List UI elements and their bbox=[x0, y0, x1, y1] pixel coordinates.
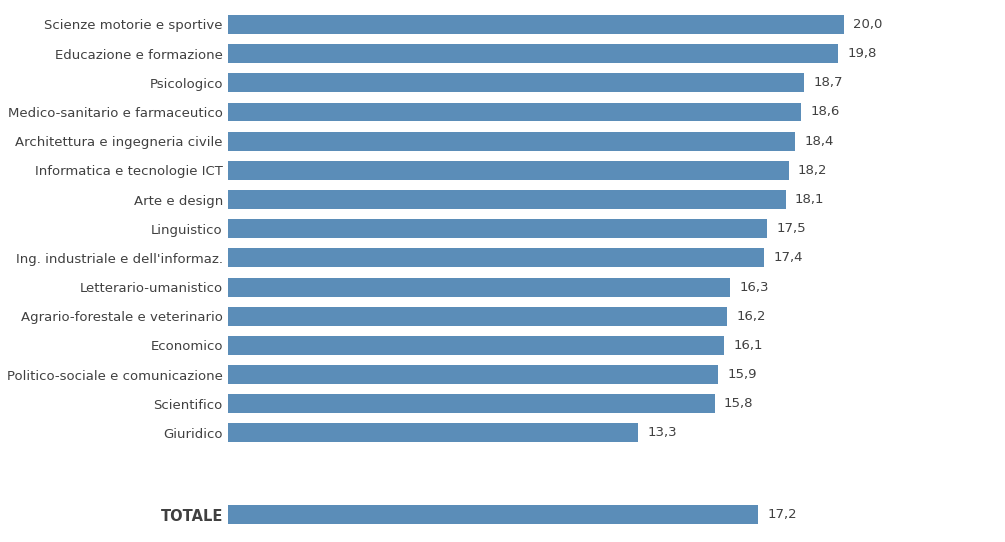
Text: 17,2: 17,2 bbox=[767, 508, 797, 521]
Bar bbox=[228, 219, 767, 238]
Text: 19,8: 19,8 bbox=[847, 47, 876, 60]
Bar bbox=[228, 190, 786, 209]
Text: 17,4: 17,4 bbox=[773, 251, 803, 264]
Text: 20,0: 20,0 bbox=[853, 18, 882, 31]
Bar bbox=[228, 307, 728, 326]
Bar bbox=[228, 336, 724, 355]
Bar bbox=[228, 248, 764, 267]
Text: 18,1: 18,1 bbox=[795, 193, 824, 206]
Text: 15,9: 15,9 bbox=[728, 368, 757, 381]
Bar bbox=[228, 132, 795, 151]
Bar bbox=[228, 102, 801, 121]
Text: 18,4: 18,4 bbox=[804, 134, 833, 147]
Bar bbox=[228, 423, 638, 442]
Bar bbox=[228, 161, 789, 180]
Bar bbox=[228, 44, 838, 63]
Text: 16,3: 16,3 bbox=[740, 281, 769, 294]
Text: 18,7: 18,7 bbox=[813, 76, 843, 89]
Bar bbox=[228, 505, 758, 524]
Text: 17,5: 17,5 bbox=[777, 222, 806, 235]
Text: 18,2: 18,2 bbox=[798, 164, 827, 177]
Bar bbox=[228, 365, 718, 384]
Text: 18,6: 18,6 bbox=[810, 106, 839, 119]
Bar bbox=[228, 278, 731, 296]
Bar bbox=[228, 394, 715, 413]
Text: 16,2: 16,2 bbox=[737, 309, 766, 322]
Bar bbox=[228, 15, 844, 34]
Bar bbox=[228, 73, 804, 92]
Text: 13,3: 13,3 bbox=[647, 427, 676, 440]
Text: 16,1: 16,1 bbox=[734, 339, 763, 352]
Text: 15,8: 15,8 bbox=[724, 397, 754, 410]
